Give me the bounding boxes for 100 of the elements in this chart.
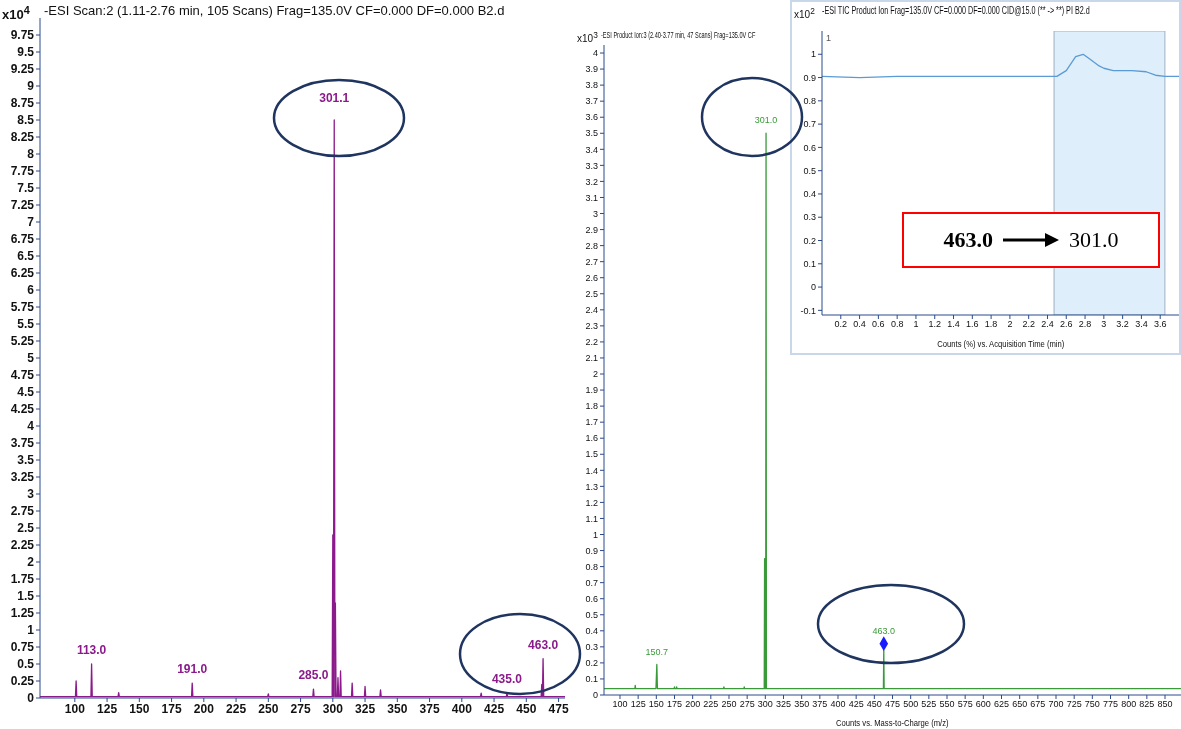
x-tick-label: 2.4 [1041, 319, 1054, 330]
x-tick-label: 1.4 [947, 319, 960, 330]
x-tick-label: 250 [258, 701, 279, 716]
y-tick-label: 0.5 [17, 657, 35, 672]
y-tick-label: 1.75 [10, 572, 35, 587]
y-tick-label: 2.7 [585, 256, 598, 267]
y-tick-label: 8 [27, 147, 35, 162]
annotation: 463.0 [528, 637, 559, 652]
y-tick-label: 6.25 [10, 266, 35, 281]
y-axis-title: x10$^{4}$ [2, 4, 30, 23]
y-tick-label: 5.75 [10, 300, 35, 315]
x-tick-label: 0.2 [834, 319, 848, 330]
y-tick-label: 0.7 [585, 577, 598, 588]
x-tick-label: 325 [775, 699, 792, 710]
y-tick-label: 1 [810, 49, 816, 60]
y-tick-label: 2.4 [585, 305, 598, 316]
y-tick-label: 0.2 [585, 658, 598, 669]
y-tick-label: 0.9 [585, 545, 598, 556]
x-tick-label: 3.2 [1116, 319, 1129, 330]
x-tick-label: 300 [322, 701, 344, 716]
x-tick-label: 250 [721, 699, 737, 710]
y-tick-label: 3 [27, 487, 35, 502]
y-tick-label: 3.5 [585, 128, 598, 139]
x-tick-label: 225 [703, 699, 719, 710]
y-tick-label: 3.5 [17, 453, 35, 468]
x-tick-label: 200 [685, 699, 701, 710]
annotation: 301.0 [754, 115, 778, 126]
x-tick-label: 450 [866, 699, 882, 710]
x-tick-label: 100 [64, 701, 86, 716]
y-tick-label: 2.3 [585, 321, 598, 332]
x-tick-label: 375 [419, 701, 440, 716]
y-tick-label: 1.7 [585, 417, 598, 428]
y-tick-label: 0.5 [803, 165, 816, 176]
y-tick-label: 8.75 [10, 96, 35, 111]
x-tick-label: 400 [830, 699, 846, 710]
x-tick-label: 475 [884, 699, 901, 710]
y-tick-label: 1.3 [585, 481, 598, 492]
x-tick-label: 1.2 [928, 319, 941, 330]
x-tick-label: 625 [993, 699, 1010, 710]
x-tick-label: 0.8 [890, 319, 904, 330]
x-tick-label: 425 [484, 701, 505, 716]
annotation: 150.7 [645, 646, 669, 657]
y-tick-label: 2.75 [10, 504, 35, 519]
y-tick-label: 0.3 [803, 212, 816, 223]
y-tick-label: 1.4 [585, 465, 598, 476]
y-tick-label: 1.5 [17, 589, 35, 604]
y-tick-label: 0.8 [585, 561, 598, 572]
y-tick-label: 3.8 [585, 80, 598, 91]
x-tick-label: 275 [290, 701, 311, 716]
y-tick-label: 3.7 [585, 96, 598, 107]
y-tick-label: 7.25 [10, 198, 35, 213]
annotation: 301.1 [319, 91, 350, 105]
y-tick-label: 3.3 [585, 160, 598, 171]
y-tick-label: 0.4 [585, 626, 598, 636]
x-tick-label: 150 [648, 699, 664, 710]
x-tick-label: 3.6 [1153, 319, 1167, 330]
x-tick-label: 0.6 [872, 319, 885, 330]
x-tick-label: 525 [921, 699, 937, 710]
y-tick-label: 0.1 [803, 258, 816, 269]
y-tick-label: 0 [592, 690, 598, 701]
y-tick-label: 6.75 [10, 232, 35, 247]
y-tick-label: 9.25 [10, 62, 35, 77]
y-tick-label: 0.6 [585, 593, 598, 604]
y-tick-label: 1.2 [585, 497, 598, 508]
x-tick-label: 550 [939, 699, 955, 710]
x-tick-label: 450 [516, 701, 537, 716]
y-tick-label: 0.4 [803, 189, 816, 200]
y-tick-label: 0.1 [585, 674, 598, 685]
x-tick-label: 500 [903, 699, 919, 710]
y-tick-label: 7.75 [10, 164, 35, 179]
x-tick-label: 2.8 [1078, 319, 1092, 330]
y-tick-label: 9.75 [10, 28, 35, 43]
x-tick-label: 300 [757, 699, 773, 710]
x-tick-label: 225 [226, 701, 247, 716]
y-tick-label: 8.25 [10, 130, 35, 145]
y-tick-label: 0 [27, 691, 35, 706]
x-tick-label: 600 [975, 699, 991, 710]
x-tick-label: 125 [630, 699, 646, 710]
x-tick-label: 175 [666, 699, 683, 710]
annotation: 191.0 [177, 662, 208, 677]
y-tick-label: 1.9 [585, 385, 598, 396]
y-tick-label: 3.6 [585, 112, 598, 123]
y-tick-label: 5.5 [17, 317, 35, 332]
x-axis-title: Counts (%) vs. Acquisition Time (min) [936, 339, 1065, 349]
y-tick-label: 1 [27, 623, 35, 638]
y-tick-label: 0.8 [803, 96, 816, 107]
chart-title: -ESI TIC Product Ion Frag=135.0V CF=0.000 DF=0.000 CID@15.0 (** -> **) PI B2.d [822, 5, 1090, 16]
y-tick-label: 1.25 [10, 606, 35, 621]
y-tick-label: 1.8 [585, 401, 598, 412]
y-tick-label: 3.75 [10, 436, 35, 451]
x-tick-label: 425 [848, 699, 864, 710]
x-axis-title: Counts vs. Mass-to-Charge (m/z) [836, 718, 949, 728]
x-tick-label: 675 [1030, 699, 1046, 710]
x-tick-label: 325 [355, 701, 376, 716]
x-tick-label: 700 [1048, 699, 1064, 710]
x-tick-label: 1.8 [984, 319, 998, 330]
y-tick-label: 4 [592, 48, 598, 59]
y-tick-label: 0.25 [10, 674, 35, 689]
x-tick-label: 275 [739, 699, 755, 710]
y-tick-label: 0.3 [585, 642, 598, 653]
